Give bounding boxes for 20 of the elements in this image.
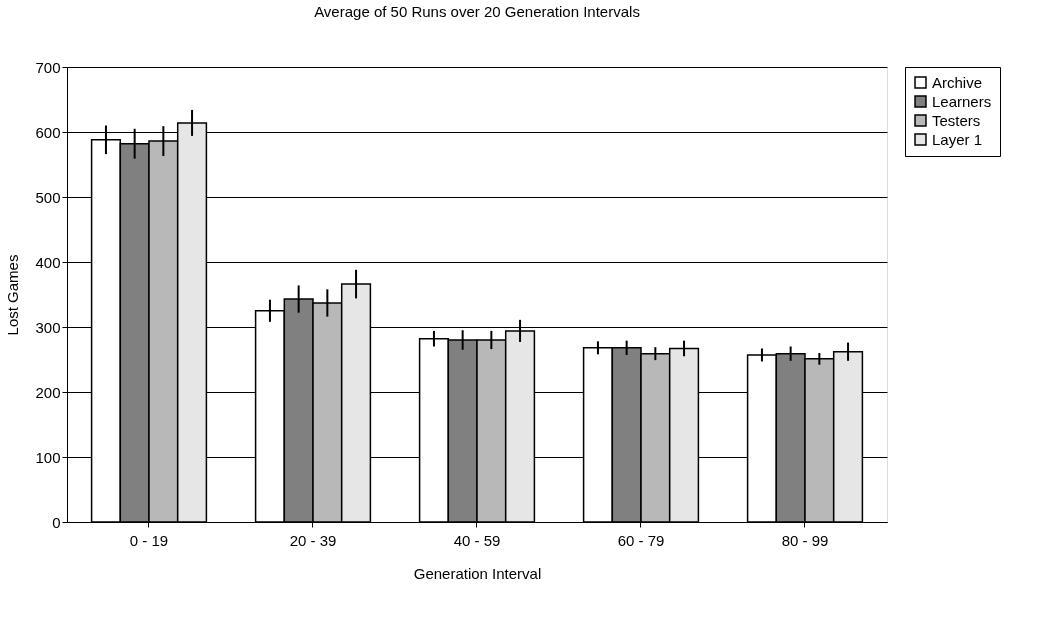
- x-tick-label: 40 - 59: [453, 531, 501, 549]
- x-tick-label: 0 - 19: [129, 531, 169, 549]
- y-tick-label: 500: [35, 188, 61, 206]
- y-tick-label: 300: [35, 318, 61, 336]
- y-tick-label: 0: [52, 513, 61, 531]
- y-tick-label: 400: [35, 253, 61, 271]
- y-tick-label: 600: [35, 123, 61, 141]
- x-axis-title: Generation Interval: [413, 564, 542, 582]
- legend-label: Learners: [932, 92, 992, 110]
- x-tick-label: 20 - 39: [289, 531, 337, 549]
- y-tick-label: 200: [35, 383, 61, 401]
- y-axis-title: Lost Games: [4, 254, 22, 336]
- legend-label: Archive: [932, 73, 983, 91]
- legend-label: Testers: [932, 111, 981, 129]
- x-tick-label: 80 - 99: [781, 531, 829, 549]
- chart-title: Average of 50 Runs over 20 Generation Intervals: [314, 3, 640, 20]
- y-tick-label: 700: [35, 58, 61, 76]
- x-tick-label: 60 - 79: [617, 531, 665, 549]
- y-tick-label: 100: [35, 448, 61, 466]
- legend-label: Layer 1: [932, 130, 983, 148]
